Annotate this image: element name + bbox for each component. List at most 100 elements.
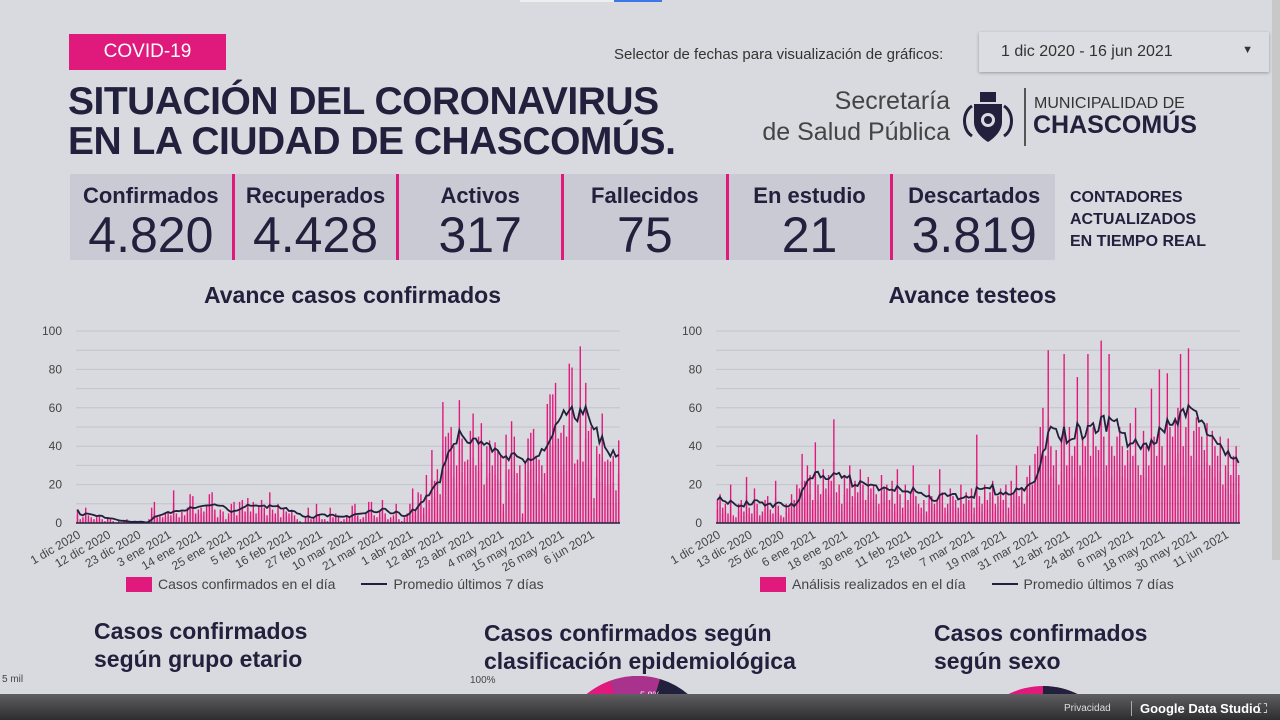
sec-line-1: Secretaría <box>834 87 950 115</box>
bar-fill <box>383 517 387 523</box>
bar-fill <box>523 486 527 523</box>
bar <box>398 519 400 523</box>
section-title-age: Casos confirmados según grupo etario <box>94 617 307 673</box>
bar-fill <box>262 513 266 523</box>
bar <box>227 513 230 523</box>
bar <box>541 465 543 523</box>
bar-fill <box>755 511 759 523</box>
fullscreen-icon[interactable]: ⛶ <box>1258 701 1268 716</box>
bar <box>472 413 474 523</box>
bar-fill <box>598 481 601 523</box>
date-range-selector[interactable]: 1 dic 2020 - 16 jun 2021 ▼ <box>979 32 1269 72</box>
bar-fill <box>1224 488 1227 523</box>
bar-fill <box>521 517 524 523</box>
scrollbar[interactable] <box>1272 0 1280 560</box>
bar-fill <box>603 486 607 523</box>
bar <box>488 440 491 523</box>
bar-fill <box>361 519 365 523</box>
bar <box>1116 436 1118 523</box>
realtime-line: ACTUALIZADOS <box>1070 211 1197 228</box>
title-line: según grupo etario <box>94 646 303 672</box>
bar-fill <box>811 509 814 523</box>
bar <box>1148 465 1150 523</box>
bar-fill <box>906 509 910 523</box>
page-title: SITUACIÓN DEL CORONAVIRUS EN LA CIUDAD DE… <box>68 82 676 162</box>
bar-fill <box>742 516 746 523</box>
bar <box>172 490 175 523</box>
y-tick-label: 100 <box>682 324 702 338</box>
counter-value: 317 <box>438 207 522 263</box>
bar <box>891 480 893 523</box>
bar <box>340 521 342 523</box>
bar <box>389 517 392 523</box>
bar-fill <box>943 513 947 523</box>
bar <box>181 511 183 523</box>
google-data-studio-link[interactable]: Google Data Studio <box>1131 701 1261 716</box>
privacy-link[interactable]: Privacidad <box>1064 703 1111 714</box>
bar <box>546 403 548 523</box>
bar <box>1230 475 1232 523</box>
bar <box>968 499 970 523</box>
bar-fill <box>1216 482 1219 523</box>
bar <box>774 480 777 523</box>
bar-fill <box>435 490 439 523</box>
bar-fill <box>731 518 735 523</box>
bar <box>288 513 290 523</box>
bar <box>348 517 351 523</box>
bar <box>318 515 320 523</box>
bar <box>178 517 180 523</box>
bar <box>1113 455 1116 523</box>
bar-fill <box>1028 488 1031 523</box>
bar <box>1129 423 1131 523</box>
bar <box>1073 446 1076 523</box>
bar-fill <box>1094 476 1098 523</box>
bar <box>96 517 98 523</box>
bar <box>843 475 846 523</box>
bar-fill <box>1150 442 1153 523</box>
bar <box>376 517 378 523</box>
bar <box>991 480 994 523</box>
bar-fill <box>866 495 870 523</box>
bar-fill <box>246 508 250 523</box>
bar <box>1031 484 1034 523</box>
counter-descartados: Descartados 3.819 <box>893 174 1055 261</box>
bar-fill <box>573 487 577 523</box>
bar <box>949 488 952 523</box>
y-tick-label: 80 <box>49 362 63 376</box>
bar-fill <box>282 513 285 523</box>
bar-fill <box>369 510 373 523</box>
bar <box>817 484 819 523</box>
bar-fill <box>446 468 450 523</box>
bar-fill <box>452 476 456 523</box>
bar-fill <box>408 511 412 523</box>
active-page-indicator[interactable] <box>614 0 662 2</box>
bar <box>1171 436 1174 523</box>
bar-fill <box>155 519 159 523</box>
bar-fill <box>243 516 247 523</box>
bar-fill <box>1001 509 1005 523</box>
bar <box>1235 446 1237 523</box>
bar-fill <box>745 495 748 523</box>
y-tick-label: 0 <box>55 516 62 530</box>
bar <box>994 503 997 523</box>
bar <box>76 509 79 523</box>
bar <box>1185 427 1187 523</box>
bar-fill <box>1015 488 1018 523</box>
bar <box>458 400 461 523</box>
counters-panel: Confirmados 4.820 Recuperados 4.428 Activo… <box>70 174 1055 263</box>
bar <box>282 507 285 523</box>
bar-fill <box>449 465 453 523</box>
bar <box>933 503 936 523</box>
bar <box>442 402 444 523</box>
bar <box>315 503 318 523</box>
counter-label: Fallecidos <box>591 183 699 208</box>
bar <box>756 503 758 523</box>
bar <box>764 499 766 523</box>
bar <box>387 519 389 523</box>
bar <box>864 499 867 523</box>
bar <box>1034 453 1036 523</box>
y-tick-label: 40 <box>49 439 63 453</box>
bar-fill <box>901 513 904 523</box>
bar-fill <box>970 502 973 523</box>
